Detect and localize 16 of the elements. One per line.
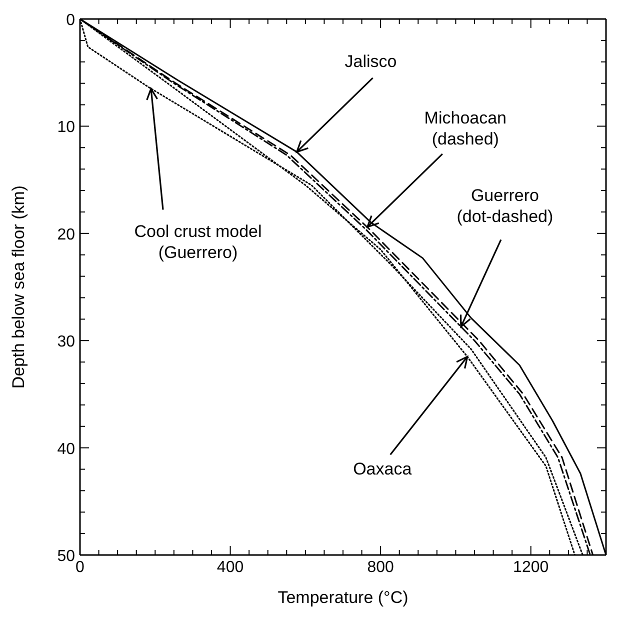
- y-tick-label: 10: [57, 119, 76, 136]
- annotation: Cool crust model (Guerrero): [134, 222, 262, 262]
- y-tick-label: 0: [66, 12, 76, 29]
- annotation: Michoacan (dashed): [424, 108, 507, 148]
- annotation: Guerrero (dot-dashed): [456, 186, 554, 226]
- y-tick-label: 30: [57, 334, 76, 351]
- y-tick-label: 50: [57, 548, 76, 565]
- x-tick-label: 1200: [513, 559, 549, 576]
- x-tick-label: 800: [367, 559, 394, 576]
- annotation: Oaxaca: [353, 460, 412, 479]
- y-tick-label: 20: [57, 226, 76, 244]
- y-axis-title: Depth below sea floor (km): [9, 185, 28, 389]
- y-tick-label: 40: [57, 440, 76, 458]
- x-tick-label: 400: [216, 559, 244, 576]
- annotation: Jalisco: [344, 52, 397, 71]
- x-axis-title: Temperature (°C): [278, 588, 408, 607]
